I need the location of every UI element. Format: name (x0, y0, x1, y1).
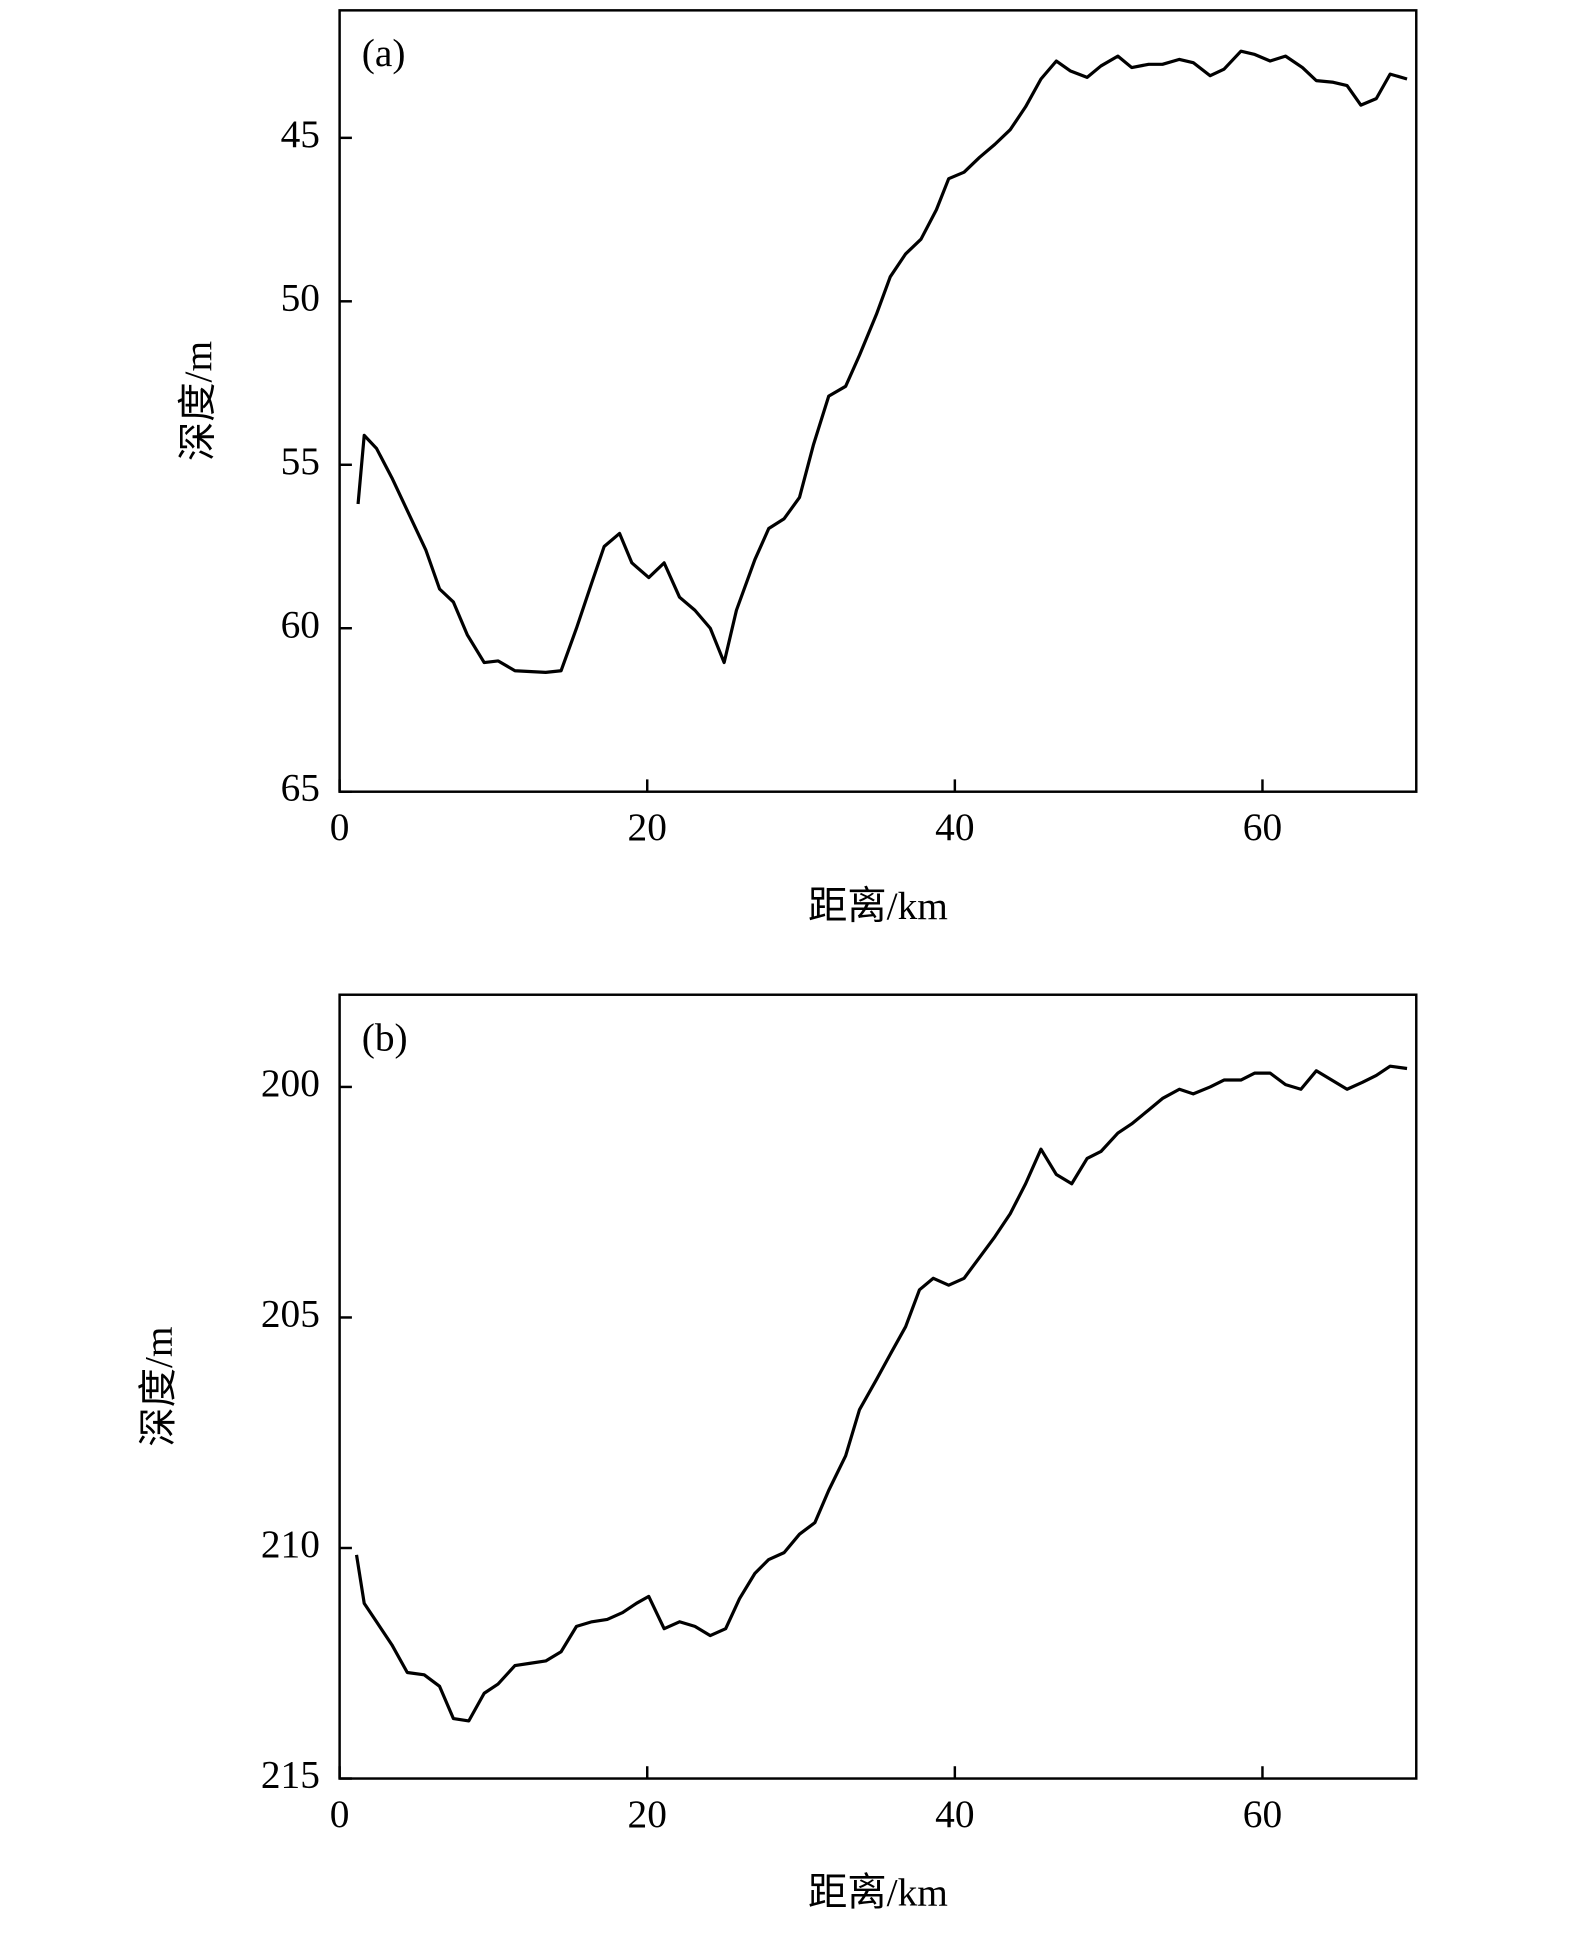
y-tick-label: 65 (281, 766, 320, 810)
x-tick-label: 40 (935, 1792, 974, 1836)
data-line (354, 1064, 1408, 1723)
y-tick-label: 200 (261, 1061, 320, 1105)
plot-frame (338, 9, 1418, 793)
x-axis-title: 距离/km (808, 884, 948, 928)
y-tick-label: 45 (281, 112, 320, 156)
x-tick-label: 0 (330, 1792, 350, 1836)
x-tick-label: 60 (1243, 1792, 1282, 1836)
panel-label: (b) (362, 1016, 408, 1060)
x-tick-label: 60 (1243, 805, 1282, 849)
y-tick-label: 55 (281, 439, 320, 483)
x-tick-label: 0 (330, 805, 350, 849)
y-axis-title: 深度/m (176, 341, 220, 461)
y-tick-label: 50 (281, 275, 320, 319)
x-tick-label: 20 (628, 805, 667, 849)
y-tick-label: 215 (261, 1753, 320, 1797)
x-tick-label: 20 (628, 1792, 667, 1836)
plot-frame (338, 993, 1418, 1780)
y-tick-label: 210 (261, 1522, 320, 1566)
y-axis-title: 深度/m (136, 1326, 180, 1446)
panel-label: (a) (362, 31, 406, 75)
data-line (356, 49, 1408, 674)
x-axis-title: 距离/km (808, 1871, 948, 1915)
x-tick-label: 40 (935, 805, 974, 849)
y-tick-label: 205 (261, 1292, 320, 1336)
y-tick-label: 60 (281, 602, 320, 646)
